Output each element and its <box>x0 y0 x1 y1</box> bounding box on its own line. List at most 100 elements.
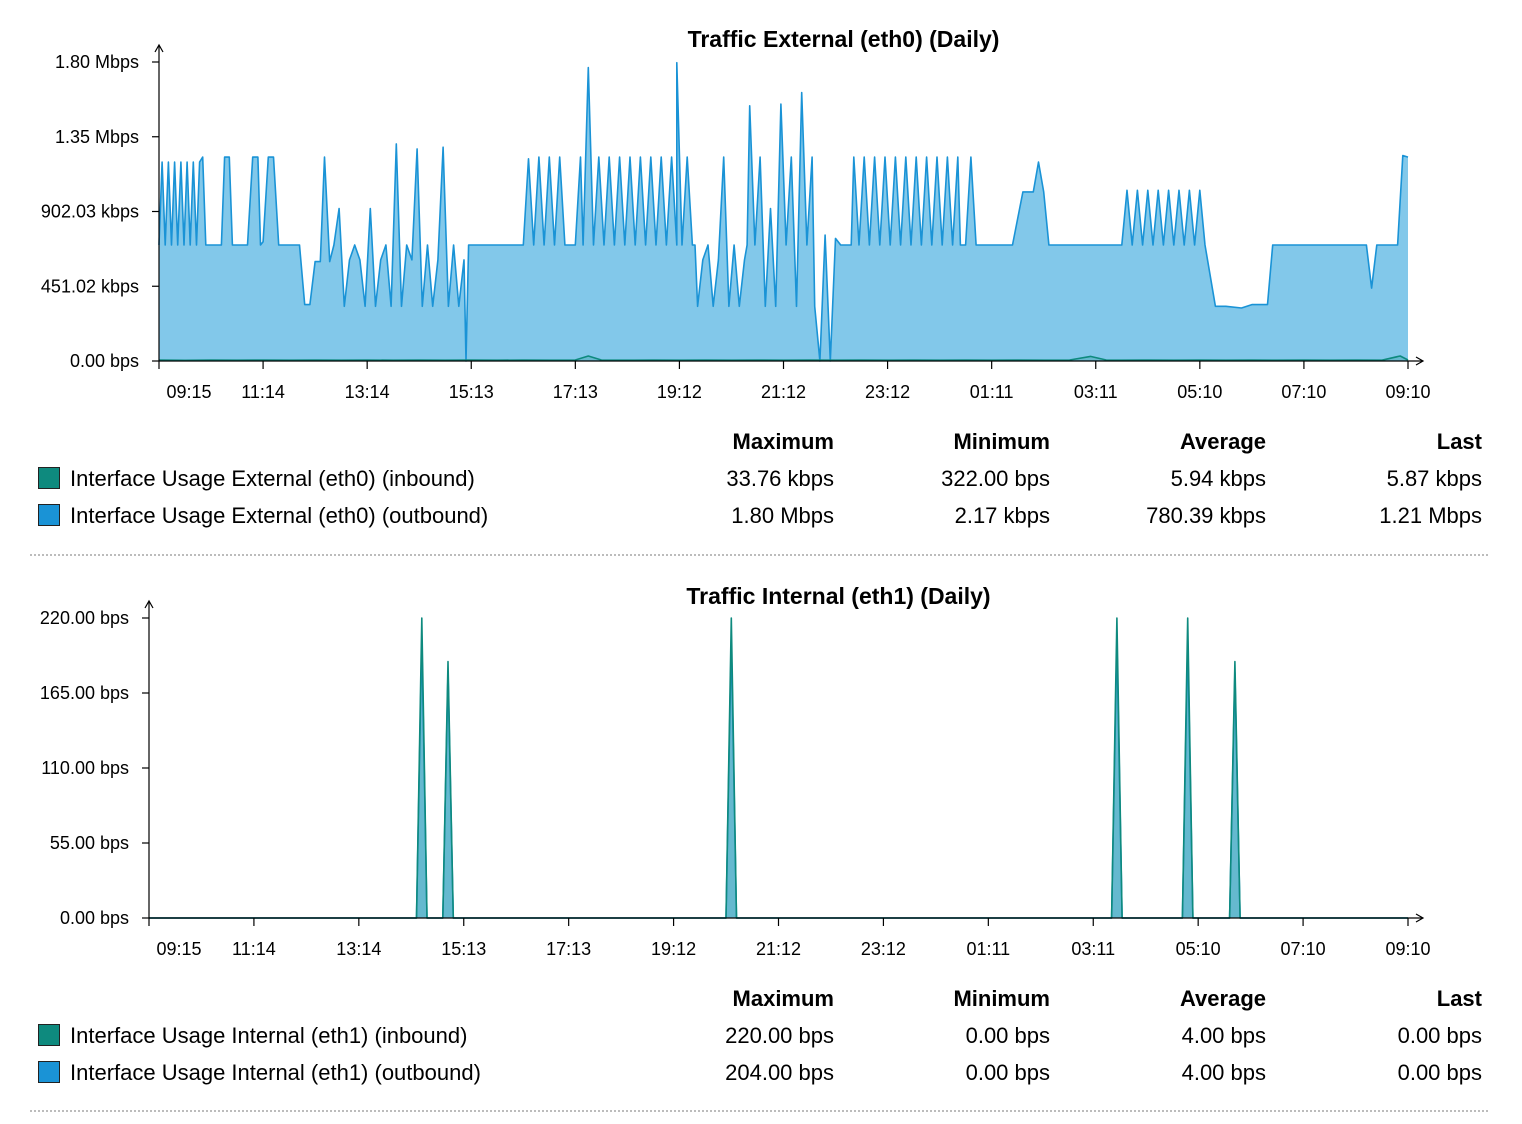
internal-traffic-chart: Traffic Internal (eth1) (Daily) 0.00 bps 5… <box>40 583 1431 959</box>
legend-label-inbound: Interface Usage External (eth0) (inbound… <box>70 465 475 491</box>
legend-entry-outbound[interactable]: Interface Usage External (eth0) (outboun… <box>30 497 626 534</box>
x-tick-label: 21:12 <box>761 382 806 402</box>
outbound-last-value: 1.21 Mbps <box>1379 502 1482 528</box>
outbound-avg-value: 4.00 bps <box>1181 1059 1266 1085</box>
stats-header-last: Last <box>1436 429 1482 454</box>
outbound-max-value: 1.80 Mbps <box>731 502 834 528</box>
x-tick-label: 21:12 <box>756 939 801 959</box>
legend-label-outbound: Interface Usage External (eth0) (outboun… <box>70 502 489 528</box>
stats-header-average: Average <box>1179 986 1266 1011</box>
inbound-avg-value: 5.94 kbps <box>1170 465 1266 491</box>
inbound-last-value: 5.87 kbps <box>1386 465 1482 491</box>
legend-label-outbound: Interface Usage Internal (eth1) (outboun… <box>70 1059 481 1085</box>
inbound-min-value: 322.00 bps <box>941 465 1050 491</box>
y-tick-label: 110.00 bps <box>41 758 129 778</box>
inbound-line <box>149 617 1408 919</box>
legend-row-inbound[interactable]: Interface Usage External (eth0) (inbound… <box>30 460 1490 497</box>
stats-header-average: Average <box>1179 429 1266 454</box>
x-tick-label: 23:12 <box>865 382 910 402</box>
x-tick-label: 09:10 <box>1385 382 1430 402</box>
legend-entry-inbound[interactable]: Interface Usage Internal (eth1) (inbound… <box>30 1017 626 1054</box>
inbound-min-value: 0.00 bps <box>965 1022 1050 1048</box>
x-tick-label: 03:11 <box>1074 382 1118 402</box>
x-tick-label: 09:15 <box>166 382 211 402</box>
inbound-last-value: 0.00 bps <box>1397 1022 1482 1048</box>
x-tick-label: 07:10 <box>1281 382 1326 402</box>
legend-row-inbound[interactable]: Interface Usage Internal (eth1) (inbound… <box>30 1017 1490 1054</box>
inbound-area <box>149 618 1408 918</box>
x-tick-label: 15:13 <box>441 939 486 959</box>
legend-row-outbound[interactable]: Interface Usage External (eth0) (outboun… <box>30 497 1490 534</box>
x-tick-label: 11:14 <box>241 382 285 402</box>
x-tick-label: 09:15 <box>156 939 201 959</box>
x-tick-label: 19:12 <box>651 939 696 959</box>
x-tick-label: 03:11 <box>1071 939 1115 959</box>
stats-header-last: Last <box>1436 986 1482 1011</box>
outbound-avg-value: 780.39 kbps <box>1146 502 1266 528</box>
x-tick-label: 05:10 <box>1177 382 1222 402</box>
legend-entry-inbound[interactable]: Interface Usage External (eth0) (inbound… <box>30 460 626 497</box>
outbound-color-swatch <box>38 503 60 526</box>
section-divider <box>30 1110 1488 1112</box>
external-stats-table: Maximum Minimum Average Last Interface U… <box>30 424 1490 534</box>
y-tick-label: 0.00 bps <box>70 351 139 371</box>
y-tick-label: 1.80 Mbps <box>55 52 139 72</box>
inbound-avg-value: 4.00 bps <box>1181 1022 1266 1048</box>
external-traffic-chart: Traffic External (eth0) (Daily) 0.00 bps 4… <box>41 26 1431 402</box>
outbound-line <box>149 639 1408 919</box>
y-tick-label: 55.00 bps <box>50 833 129 853</box>
y-axis-arrow-icon <box>144 599 154 609</box>
y-tick-label: 902.03 kbps <box>41 202 139 222</box>
x-tick-label: 05:10 <box>1176 939 1221 959</box>
x-axis-arrow-icon <box>1415 913 1425 923</box>
y-tick-label: 0.00 bps <box>60 908 129 928</box>
stats-header-spacer <box>30 981 626 1017</box>
x-tick-label: 11:14 <box>232 939 276 959</box>
x-tick-label: 07:10 <box>1281 939 1326 959</box>
stats-header-row: Maximum Minimum Average Last <box>30 981 1490 1017</box>
inbound-max-value: 220.00 bps <box>725 1022 834 1048</box>
legend-label-inbound: Interface Usage Internal (eth1) (inbound… <box>70 1022 468 1048</box>
x-tick-label: 17:13 <box>553 382 598 402</box>
chart-title: Traffic Internal (eth1) (Daily) <box>686 583 990 609</box>
y-tick-label: 165.00 bps <box>40 683 129 703</box>
y-tick-label: 220.00 bps <box>40 608 129 628</box>
stats-header-spacer <box>30 424 626 460</box>
y-axis-arrow-icon <box>154 43 164 53</box>
outbound-color-swatch <box>38 1060 60 1083</box>
legend-entry-outbound[interactable]: Interface Usage Internal (eth1) (outboun… <box>30 1054 626 1091</box>
x-tick-label: 09:10 <box>1385 939 1430 959</box>
outbound-min-value: 0.00 bps <box>965 1059 1050 1085</box>
inbound-color-swatch <box>38 466 60 489</box>
outbound-last-value: 0.00 bps <box>1397 1059 1482 1085</box>
x-tick-label: 17:13 <box>546 939 591 959</box>
internal-traffic-panel: Traffic Internal (eth1) (Daily) 0.00 bps 5… <box>0 560 1522 1112</box>
outbound-min-value: 2.17 kbps <box>954 502 1050 528</box>
y-tick-label: 1.35 Mbps <box>55 127 139 147</box>
inbound-color-swatch <box>38 1023 60 1046</box>
internal-stats-table: Maximum Minimum Average Last Interface U… <box>30 981 1490 1091</box>
stats-header-minimum: Minimum <box>953 429 1050 454</box>
y-tick-label: 451.02 kbps <box>41 276 139 296</box>
stats-header-row: Maximum Minimum Average Last <box>30 424 1490 460</box>
x-tick-label: 01:11 <box>970 382 1014 402</box>
outbound-area <box>159 62 1408 361</box>
x-tick-label: 19:12 <box>657 382 702 402</box>
inbound-line <box>158 355 1409 362</box>
stats-header-minimum: Minimum <box>953 986 1050 1011</box>
x-tick-label: 01:11 <box>966 939 1010 959</box>
inbound-max-value: 33.76 kbps <box>726 465 834 491</box>
x-tick-label: 13:14 <box>345 382 390 402</box>
external-traffic-panel: Traffic External (eth0) (Daily) 0.00 bps 4… <box>0 0 1522 560</box>
x-tick-label: 13:14 <box>336 939 381 959</box>
stats-header-maximum: Maximum <box>732 986 834 1011</box>
chart-title: Traffic External (eth0) (Daily) <box>688 26 1000 52</box>
x-tick-label: 15:13 <box>449 382 494 402</box>
legend-row-outbound[interactable]: Interface Usage Internal (eth1) (outboun… <box>30 1054 1490 1091</box>
section-divider <box>30 554 1488 556</box>
outbound-max-value: 204.00 bps <box>725 1059 834 1085</box>
x-tick-label: 23:12 <box>861 939 906 959</box>
stats-header-maximum: Maximum <box>732 429 834 454</box>
inbound-area <box>159 356 1408 361</box>
x-axis-arrow-icon <box>1415 356 1425 366</box>
